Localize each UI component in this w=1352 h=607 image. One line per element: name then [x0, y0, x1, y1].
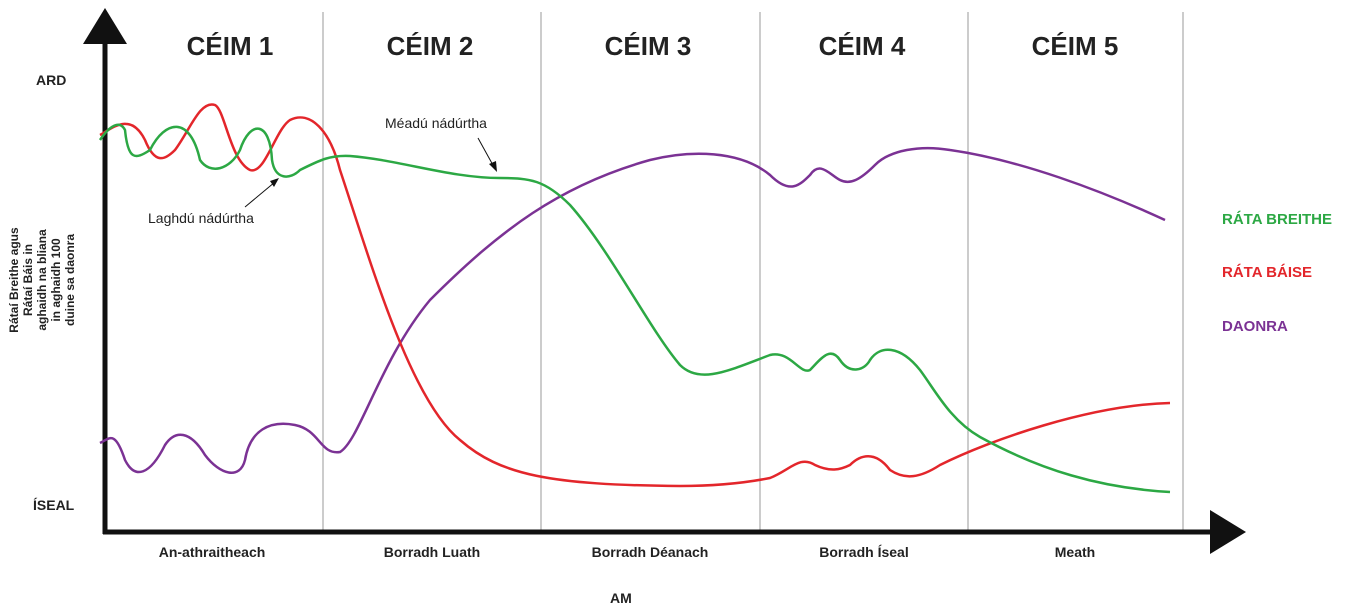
stage-title: CÉIM 4 [819, 31, 906, 61]
annotation: Méadú nádúrtha [385, 115, 487, 131]
legend-item: RÁTA BREITHE [1222, 211, 1332, 228]
y-title-line: Rátaí Báis in [21, 244, 35, 316]
stage-title: CÉIM 2 [387, 31, 474, 61]
stage-title: CÉIM 3 [605, 31, 692, 61]
stage-label: Borradh Íseal [819, 544, 908, 560]
x-axis-title: AM [610, 590, 632, 606]
stage-label: Meath [1055, 544, 1095, 560]
y-high: ARD [36, 72, 66, 88]
arrow-head [270, 178, 279, 187]
y-title-line: duine sa daonra [63, 234, 77, 326]
legend-item: RÁTA BÁISE [1222, 264, 1312, 281]
y-arrow [83, 8, 127, 44]
annotation-arrow [244, 181, 276, 208]
annotation-arrow [477, 137, 495, 168]
stage-label: Borradh Luath [384, 544, 480, 560]
stage-title: CÉIM 1 [187, 31, 274, 61]
y-title-line: Rátaí Breithe agus [7, 227, 21, 333]
population-curve [99, 146, 1166, 474]
legend-item: DAONRA [1222, 318, 1288, 335]
y-axis-title: Rátaí Breithe agus Rátaí Báis in aghaidh… [7, 227, 77, 333]
death-rate-curve [99, 103, 1171, 488]
dividers [322, 12, 1184, 532]
stage-title: CÉIM 5 [1032, 31, 1119, 61]
birth-rate-curve [98, 123, 1171, 494]
stage-label: Borradh Déanach [592, 544, 709, 560]
axes [83, 8, 1246, 554]
y-title-line: aghaidh na bliana [35, 229, 49, 331]
x-arrow [1210, 510, 1246, 554]
y-low: ÍSEAL [33, 497, 75, 513]
stage-label: An-athraitheach [159, 544, 266, 560]
arrow-head [489, 161, 497, 172]
y-title-line: in aghaidh 100 [49, 238, 63, 322]
annotation: Laghdú nádúrtha [148, 210, 254, 226]
